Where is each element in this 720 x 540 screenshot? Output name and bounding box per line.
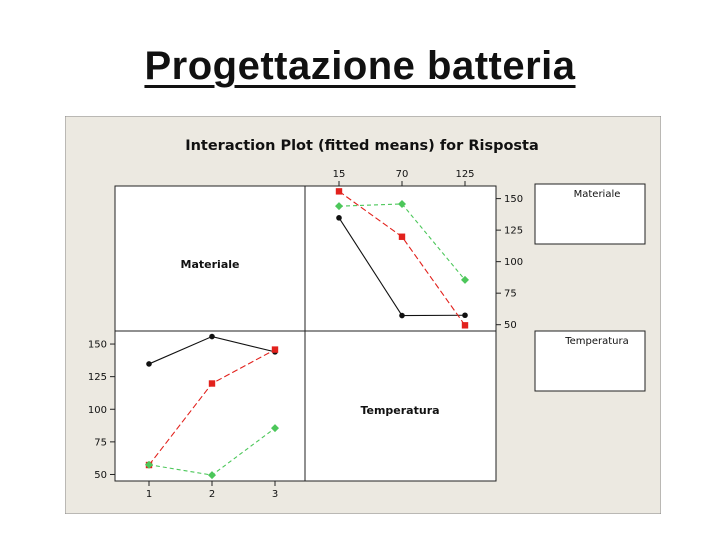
right-y-tick-label: 50 (504, 320, 517, 331)
left-y-tick-label: 50 (94, 470, 107, 481)
data-point-bottom-left-70 (208, 380, 216, 387)
data-point-top-right-1 (336, 215, 342, 221)
data-point-bottom-left-70 (271, 346, 279, 353)
data-point-top-right-2 (335, 188, 343, 195)
right-y-tick-label: 125 (504, 226, 523, 237)
diagonal-label-materiale: Materiale (181, 258, 240, 271)
top-x-tick-label: 15 (333, 169, 346, 180)
top-x-tick-label: 70 (396, 169, 409, 180)
bottom-x-tick-label: 1 (146, 489, 152, 500)
left-y-tick-label: 100 (88, 405, 107, 416)
data-point-bottom-left-15 (146, 361, 152, 367)
data-point-top-right-1 (399, 312, 405, 319)
chart-title: Interaction Plot (fitted means) for Risp… (185, 138, 539, 154)
data-point-top-right-2 (461, 322, 469, 329)
data-point-top-right-2 (398, 233, 406, 240)
data-point-top-right-3 (335, 202, 343, 211)
right-y-tick-label: 150 (504, 194, 523, 205)
data-point-bottom-left-125 (208, 471, 216, 480)
slide-title: Progettazione batteria (144, 44, 576, 88)
legend-temperatura (534, 330, 646, 392)
right-y-tick-label: 100 (504, 257, 523, 268)
legend-temperatura-title: Temperatura (564, 336, 629, 347)
data-point-bottom-left-125 (145, 460, 153, 469)
legend-materiale (534, 183, 646, 245)
panel-top-left (114, 185, 306, 332)
right-y-tick-label: 75 (504, 289, 517, 300)
bottom-x-tick-label: 2 (209, 489, 215, 500)
data-point-top-right-3 (398, 199, 406, 208)
panel-top-right (304, 185, 497, 332)
data-point-top-right-3 (461, 275, 469, 284)
interaction-plot-svg: Interaction Plot (fitted means) for Risp… (64, 115, 662, 515)
panel-bottom-left (114, 330, 306, 482)
legend-materiale-title: Materiale (574, 189, 621, 200)
data-point-bottom-left-125 (271, 424, 279, 433)
left-y-tick-label: 75 (94, 437, 107, 448)
data-point-bottom-left-15 (209, 333, 215, 340)
panel-bottom-right (304, 330, 497, 482)
bottom-x-tick-label: 3 (272, 489, 278, 500)
left-y-tick-label: 125 (88, 372, 107, 383)
interaction-plot-figure: Interaction Plot (fitted means) for Risp… (64, 115, 662, 515)
top-x-tick-label: 125 (455, 169, 474, 180)
data-point-top-right-1 (462, 312, 468, 319)
diagonal-label-temperatura: Temperatura (360, 404, 439, 417)
left-y-tick-label: 150 (88, 340, 107, 351)
